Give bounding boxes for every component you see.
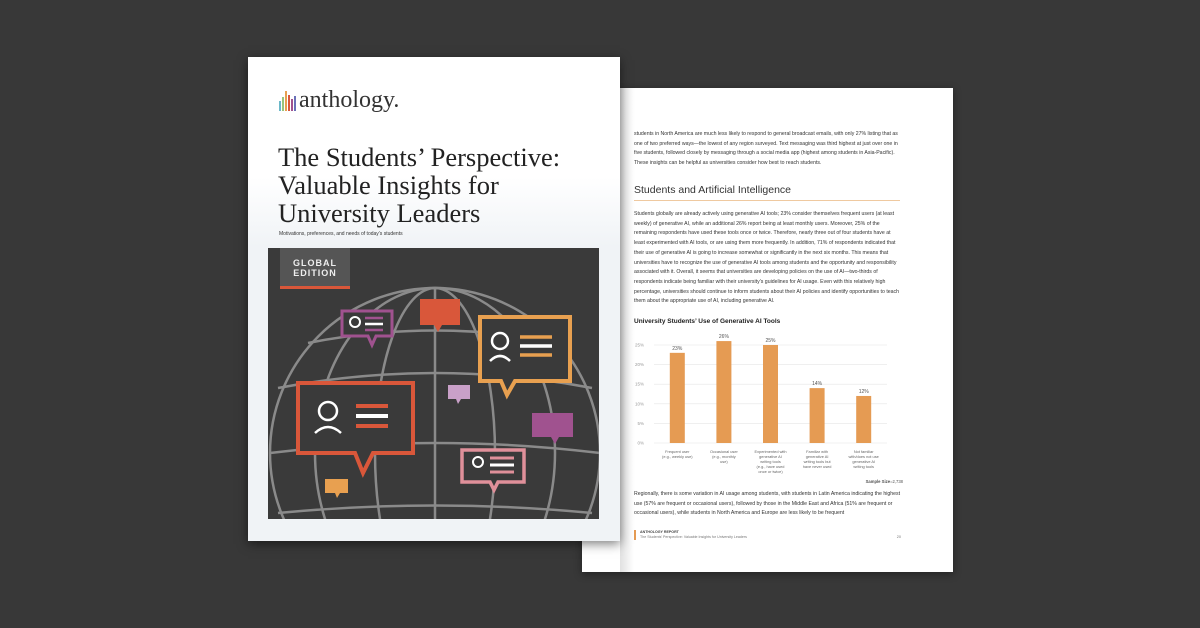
chat-bubble-icon <box>296 299 573 498</box>
bar-data-label: 23% <box>672 346 683 352</box>
logo-text: anthology. <box>299 87 400 113</box>
bar <box>669 352 685 443</box>
x-category-label: Experimented with generative AI writing to… <box>754 449 786 474</box>
intro-paragraph: students in North America are much less … <box>634 131 898 167</box>
y-tick-label: 5% <box>637 421 644 426</box>
section-heading: Students and Artificial Intelligence <box>634 184 900 201</box>
y-tick-label: 20% <box>635 362 644 367</box>
y-tick-label: 15% <box>635 382 644 387</box>
body-paragraph: Students globally are already actively u… <box>634 211 900 305</box>
bar-data-label: 25% <box>765 338 776 344</box>
globe-chat-illustration <box>268 286 599 519</box>
bar-data-label: 26% <box>719 334 730 340</box>
report-inner-page: students in North America are much less … <box>582 88 953 572</box>
bar-data-label: 14% <box>812 381 823 387</box>
logo-bars-icon <box>279 91 296 111</box>
cover-illustration: GLOBAL EDITION <box>268 248 599 519</box>
cover-title: The Students’ Perspective: Valuable Insi… <box>278 142 561 228</box>
sample-size-label: Sample Size <box>865 479 891 484</box>
page-number: 20 <box>896 535 901 539</box>
cover-subtitle: Motivations, preferences, and needs of t… <box>279 231 403 237</box>
y-tick-label: 25% <box>635 343 644 348</box>
y-tick-label: 10% <box>635 401 644 406</box>
bar-data-label: 12% <box>859 389 870 395</box>
x-category-label: Frequent user (e.g., weekly use) <box>662 449 693 459</box>
sample-size-value: =2,738 <box>890 479 903 484</box>
x-category-label: Occasional user (e.g., monthly use) <box>710 449 739 464</box>
bar-chart: 0% 5% 10% 15% 20% 25% 23% Frequent user (e.g., w… <box>635 334 887 474</box>
bar <box>763 345 778 443</box>
bar <box>856 395 872 443</box>
sample-size: Sample Size=2,738 <box>866 479 903 484</box>
footer-report-label: ANTHOLOGY REPORT <box>640 530 679 534</box>
bar <box>716 341 732 443</box>
report-cover: anthology. The Students’ Perspective: Va… <box>248 57 620 541</box>
global-edition-badge: GLOBAL EDITION <box>280 248 350 289</box>
x-category-label: Not familiar with/does not use generative … <box>849 449 879 469</box>
page-footer: ANTHOLOGY REPORT The Students’ Perspectiv… <box>634 530 747 540</box>
bar <box>809 388 825 443</box>
x-category-label: Familiar with generative AI writing tools … <box>803 449 832 469</box>
regional-paragraph: Regionally, there is some variation in A… <box>634 491 901 517</box>
chart-title: University Students’ Use of Generative A… <box>634 318 781 325</box>
y-tick-label: 0% <box>637 441 644 446</box>
anthology-logo: anthology. <box>279 87 400 113</box>
footer-title: The Students’ Perspective: Valuable Insi… <box>640 535 747 539</box>
